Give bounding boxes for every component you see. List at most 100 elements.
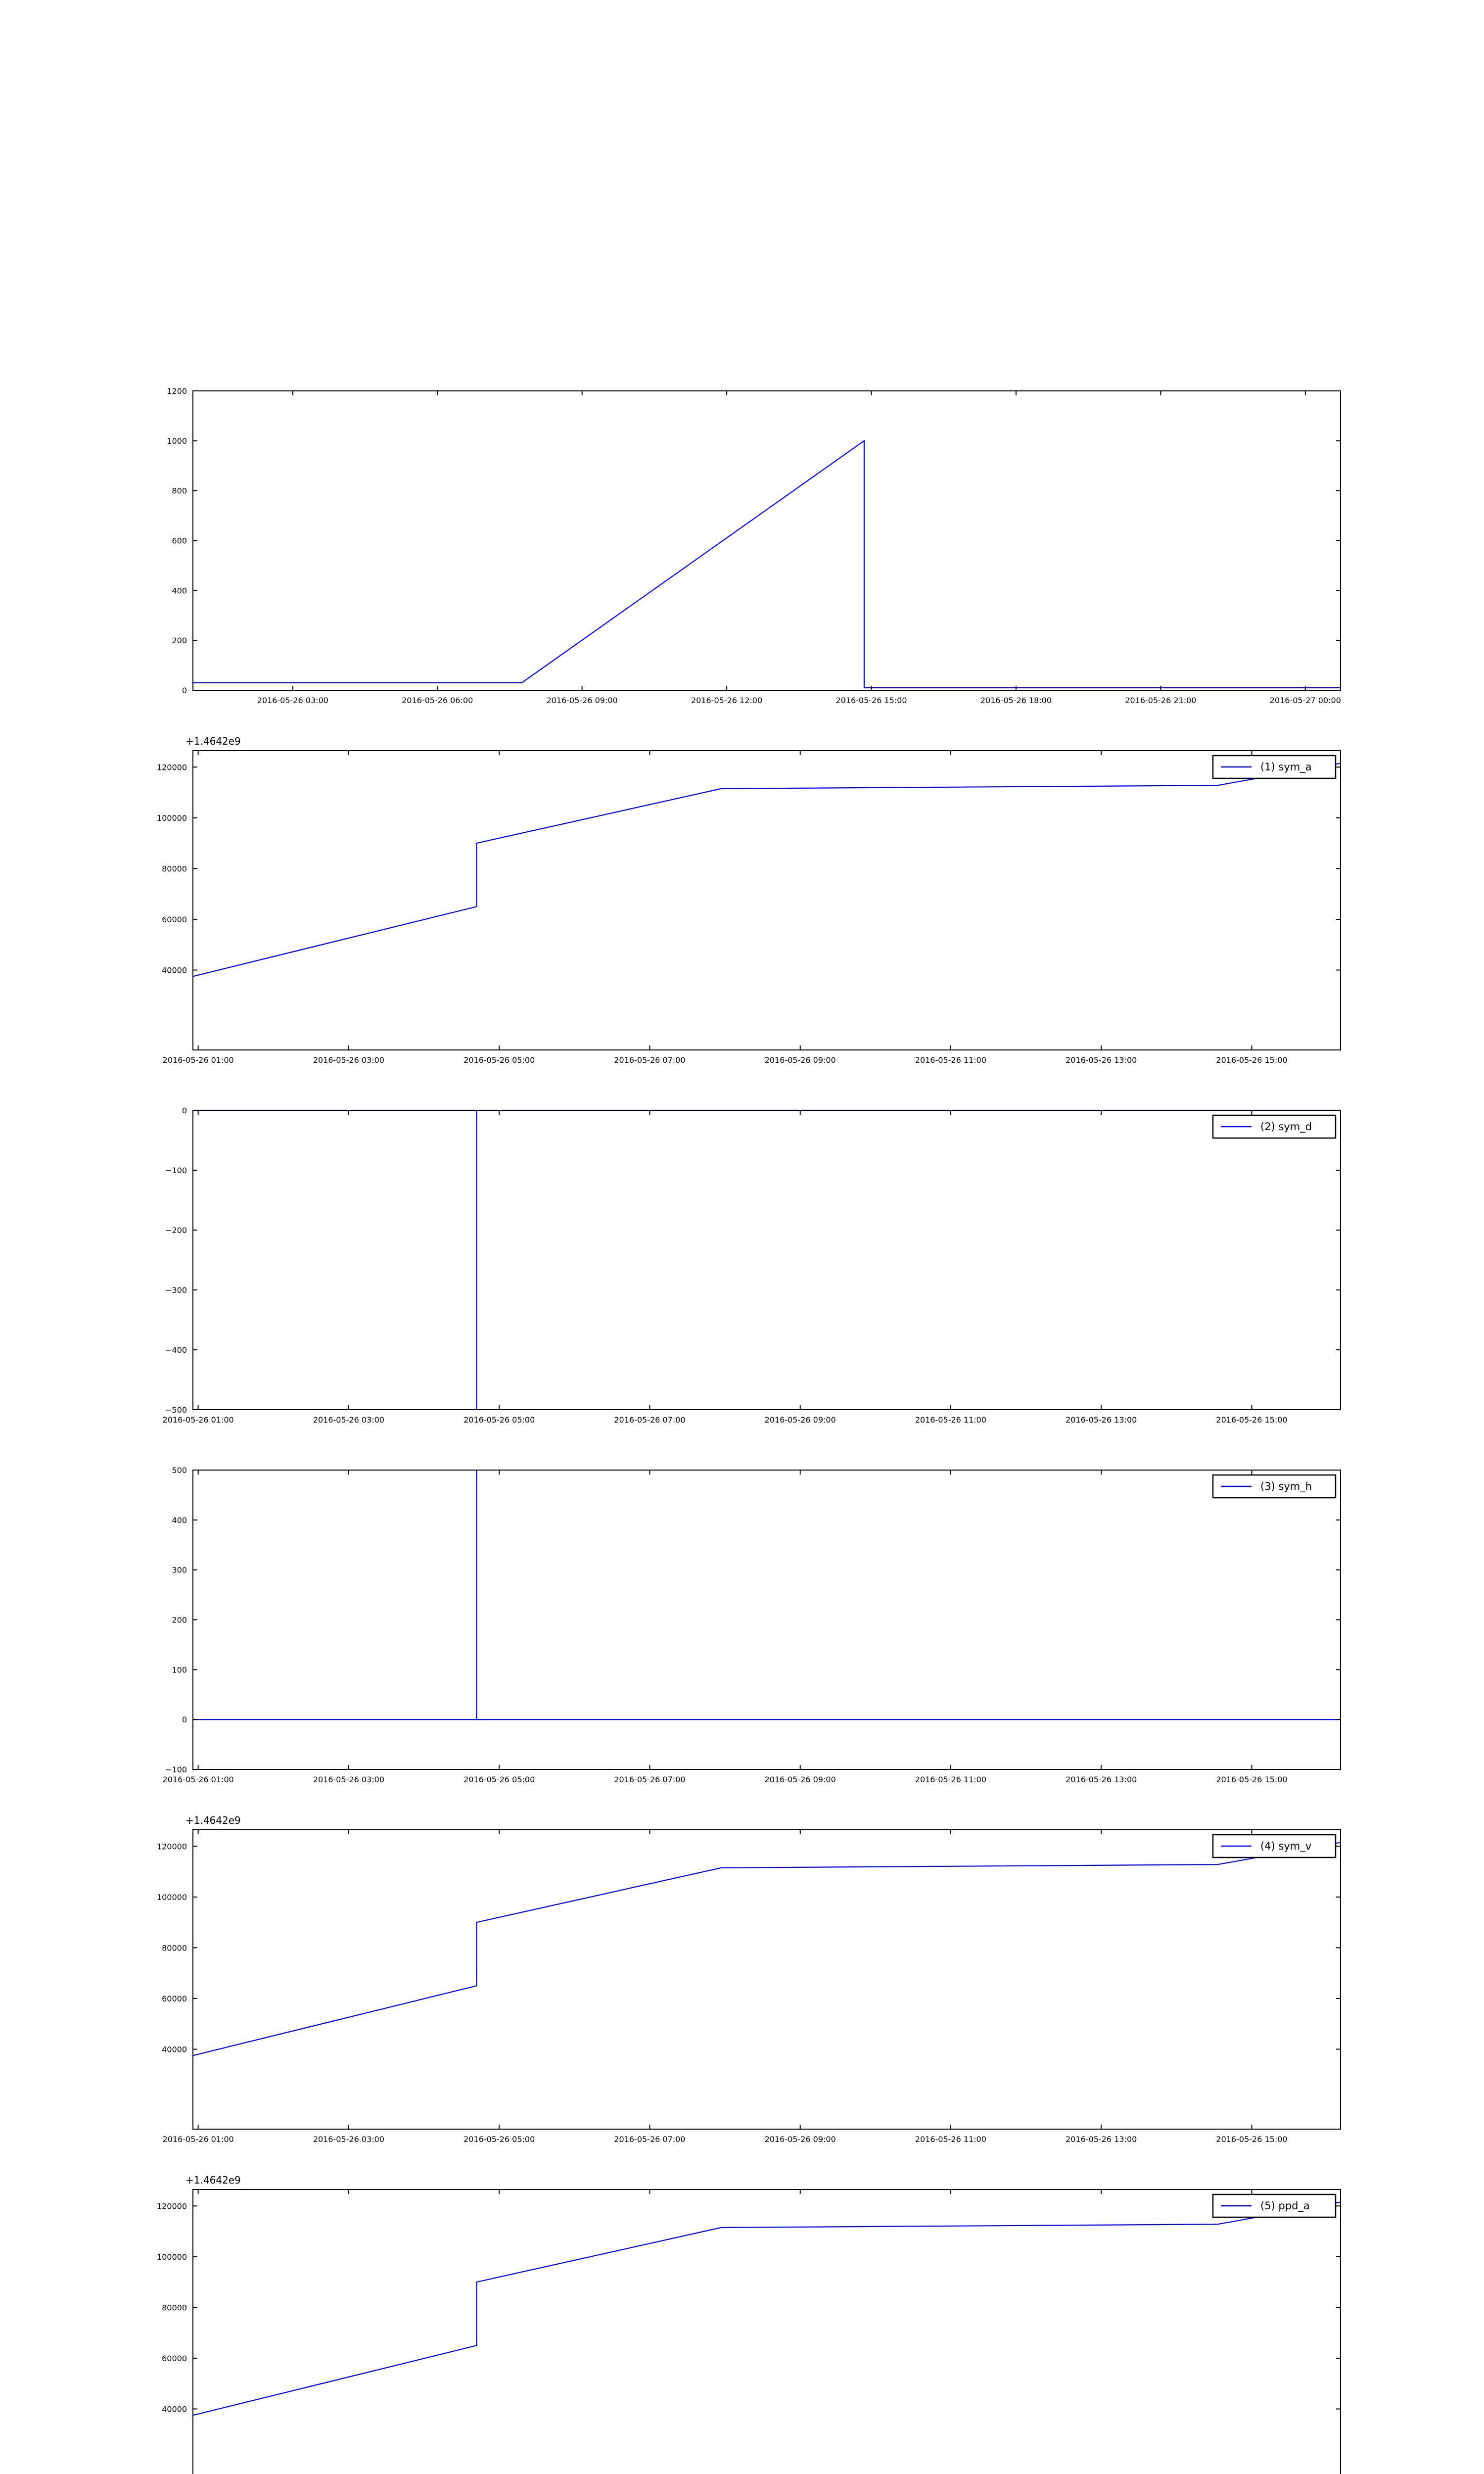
- y-tick-label: −300: [165, 1285, 187, 1295]
- y-tick-label: 500: [172, 1466, 187, 1475]
- y-tick-label: −100: [165, 1765, 187, 1774]
- x-tick-label: 2016-05-26 15:00: [835, 696, 907, 705]
- chart-1-main: 2016-05-26 03:00 2016-05-26 06:00 2016-05-…: [167, 386, 1341, 705]
- x-tick-label: 2016-05-26 21:00: [1125, 696, 1196, 705]
- x-tick-label: 2016-05-26 09:00: [765, 1055, 836, 1065]
- y-tick-label: 60000: [162, 915, 187, 924]
- x-tick-label: 2016-05-26 11:00: [915, 2135, 986, 2144]
- y-tick-label: 300: [172, 1566, 187, 1575]
- x-tick-label: 2016-05-26 03:00: [257, 696, 328, 705]
- y-axis: 0 −100 −200 −300 −400 −500: [165, 1106, 1341, 1415]
- series-line-main: [193, 439, 1341, 689]
- y-tick-label: 100000: [157, 813, 187, 823]
- legend-sym-v: (4) sym_v: [1212, 1834, 1337, 1858]
- y-tick-label: 80000: [162, 864, 187, 873]
- y-tick-label: 40000: [162, 965, 187, 975]
- plot-border: [192, 390, 1341, 691]
- x-tick-label: 2016-05-26 01:00: [163, 1055, 234, 1065]
- series-line-sym-d: [193, 1109, 1341, 1410]
- y-tick-label: −500: [165, 1405, 187, 1415]
- x-tick-label: 2016-05-26 01:00: [163, 2135, 234, 2144]
- y-tick-label: 40000: [162, 2404, 187, 2414]
- x-tick-label: 2016-05-26 15:00: [1216, 1775, 1287, 1784]
- plot-border: [192, 750, 1341, 1050]
- y-tick-label: 1200: [167, 386, 187, 396]
- legend-label: (2) sym_d: [1260, 1121, 1312, 1133]
- y-tick-label: 0: [182, 686, 187, 695]
- x-tick-label: 2016-05-26 07:00: [614, 1055, 685, 1065]
- y-tick-label: 120000: [157, 2201, 187, 2211]
- x-tick-label: 2016-05-26 03:00: [313, 2135, 384, 2144]
- x-tick-label: 2016-05-26 01:00: [163, 1415, 234, 1425]
- x-axis: 2016-05-26 01:00 2016-05-26 03:00 2016-05-…: [163, 751, 1288, 1065]
- x-tick-label: 2016-05-26 07:00: [614, 2135, 685, 2144]
- legend-label: (5) ppd_a: [1260, 2200, 1310, 2212]
- y-tick-label: 600: [172, 536, 187, 546]
- chart-4-sym-h: 2016-05-26 01:00 2016-05-26 03:00 2016-05-…: [163, 1466, 1341, 1784]
- y-axis: 40000 60000 80000 100000 120000: [157, 1842, 1341, 2054]
- x-tick-label: 2016-05-26 05:00: [464, 1775, 535, 1784]
- y-tick-label: 40000: [162, 2045, 187, 2054]
- y-tick-label: 100000: [157, 2252, 187, 2262]
- x-tick-label: 2016-05-26 13:00: [1066, 2135, 1137, 2144]
- y-axis-offset-label: +1.4642e9: [186, 1814, 241, 1826]
- series-line-ppd-a: [192, 2201, 1341, 2416]
- x-tick-label: 2016-05-26 05:00: [464, 1055, 535, 1065]
- y-tick-label: 100: [172, 1665, 187, 1674]
- x-tick-label: 2016-05-26 09:00: [765, 1415, 836, 1425]
- x-tick-label: 2016-05-26 18:00: [980, 696, 1052, 705]
- y-tick-label: 100000: [157, 1893, 187, 1902]
- chart-2-sym-a: 2016-05-26 01:00 2016-05-26 03:00 2016-05-…: [157, 735, 1341, 1065]
- y-axis: 0 200 400 600 800 1000 1200: [167, 386, 1341, 695]
- y-tick-label: 120000: [157, 762, 187, 772]
- legend-label: (1) sym_a: [1260, 761, 1312, 773]
- x-tick-label: 2016-05-26 07:00: [614, 1775, 685, 1784]
- x-tick-label: 2016-05-26 09:00: [765, 1775, 836, 1784]
- chart-3-sym-d: 2016-05-26 01:00 2016-05-26 03:00 2016-05-…: [163, 1106, 1341, 1425]
- series-line-sym-v: [192, 1842, 1341, 2056]
- legend-sym-a: (1) sym_a: [1212, 755, 1337, 779]
- x-tick-label: 2016-05-26 05:00: [464, 2135, 535, 2144]
- y-tick-label: −200: [165, 1226, 187, 1235]
- x-tick-label: 2016-05-27 00:00: [1270, 696, 1341, 705]
- series-line-sym-a: [192, 762, 1341, 977]
- x-tick-label: 2016-05-26 09:00: [765, 2135, 836, 2144]
- y-tick-label: 400: [172, 1516, 187, 1525]
- y-tick-label: 0: [182, 1715, 187, 1724]
- y-tick-label: 60000: [162, 1994, 187, 2003]
- legend-label: (3) sym_h: [1260, 1480, 1312, 1493]
- y-axis: −100 0 100 200 300 400 500: [165, 1466, 1341, 1774]
- y-tick-label: 60000: [162, 2354, 187, 2363]
- legend-ppd-a: (5) ppd_a: [1212, 2193, 1337, 2218]
- x-tick-label: 2016-05-26 07:00: [614, 1415, 685, 1425]
- y-axis-offset-label: +1.4642e9: [186, 2174, 241, 2186]
- x-tick-label: 2016-05-26 06:00: [402, 696, 473, 705]
- y-tick-label: 120000: [157, 1842, 187, 1851]
- y-tick-label: 200: [172, 636, 187, 645]
- x-tick-label: 2016-05-26 03:00: [313, 1775, 384, 1784]
- x-tick-label: 2016-05-26 03:00: [313, 1055, 384, 1065]
- legend-sym-d: (2) sym_d: [1212, 1114, 1337, 1139]
- x-tick-label: 2016-05-26 11:00: [915, 1775, 986, 1784]
- y-tick-label: 200: [172, 1616, 187, 1625]
- series-line-sym-h: [193, 1470, 1341, 1720]
- plot-border: [192, 1470, 1341, 1770]
- y-axis: 40000 60000 80000 100000 120000: [157, 762, 1341, 975]
- y-tick-label: −400: [165, 1345, 187, 1355]
- x-tick-label: 2016-05-26 11:00: [915, 1055, 986, 1065]
- y-tick-label: −100: [165, 1166, 187, 1175]
- x-tick-label: 2016-05-26 11:00: [915, 1415, 986, 1425]
- y-tick-label: 400: [172, 586, 187, 595]
- x-tick-label: 2016-05-26 15:00: [1216, 1055, 1287, 1065]
- y-tick-label: 0: [182, 1106, 187, 1115]
- y-axis-offset-label: +1.4642e9: [186, 735, 241, 747]
- x-tick-label: 2016-05-26 12:00: [691, 696, 762, 705]
- y-axis: 40000 60000 80000 100000 120000: [157, 2201, 1341, 2414]
- x-tick-label: 2016-05-26 01:00: [163, 1775, 234, 1784]
- y-tick-label: 1000: [167, 436, 187, 446]
- x-tick-label: 2016-05-26 09:00: [547, 696, 618, 705]
- x-tick-label: 2016-05-26 05:00: [464, 1415, 535, 1425]
